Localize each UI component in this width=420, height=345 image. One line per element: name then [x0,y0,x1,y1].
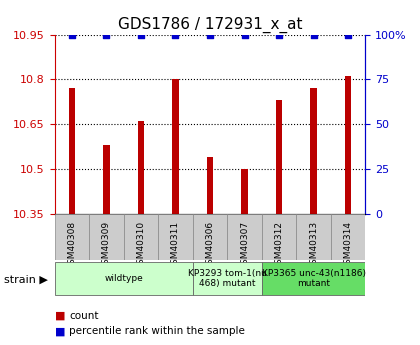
FancyBboxPatch shape [89,214,123,260]
Text: KP3293 tom-1(nu
468) mutant: KP3293 tom-1(nu 468) mutant [188,269,267,288]
Point [172,32,179,37]
Point [68,32,75,37]
Text: KP3365 unc-43(n1186)
mutant: KP3365 unc-43(n1186) mutant [262,269,365,288]
Text: count: count [69,311,99,321]
Bar [138,121,144,214]
Text: percentile rank within the sample: percentile rank within the sample [69,326,245,336]
Point [276,32,282,37]
Bar [241,169,248,214]
Text: GSM40311: GSM40311 [171,221,180,270]
Bar [276,100,282,214]
FancyBboxPatch shape [227,214,262,260]
Bar [172,79,178,214]
Point [345,32,352,37]
FancyBboxPatch shape [158,214,193,260]
Bar [69,88,75,214]
Text: GSM40307: GSM40307 [240,221,249,270]
Text: GSM40310: GSM40310 [136,221,145,270]
Text: strain ▶: strain ▶ [4,275,48,285]
Text: GSM40309: GSM40309 [102,221,111,270]
Point [310,32,317,37]
Point [138,32,144,37]
FancyBboxPatch shape [262,214,297,260]
Bar [103,145,110,214]
FancyBboxPatch shape [55,214,89,260]
Bar [310,88,317,214]
FancyBboxPatch shape [297,214,331,260]
Bar [207,157,213,214]
FancyBboxPatch shape [55,262,193,295]
Text: ■: ■ [55,311,65,321]
FancyBboxPatch shape [193,214,227,260]
Point [241,32,248,37]
Text: GSM40314: GSM40314 [344,221,353,270]
Point [103,32,110,37]
Title: GDS1786 / 172931_x_at: GDS1786 / 172931_x_at [118,17,302,33]
Text: wildtype: wildtype [104,274,143,283]
Text: ■: ■ [55,326,65,336]
FancyBboxPatch shape [193,262,262,295]
FancyBboxPatch shape [331,214,365,260]
Text: GSM40313: GSM40313 [309,221,318,270]
Text: GSM40306: GSM40306 [205,221,215,270]
Text: GSM40312: GSM40312 [275,221,284,270]
FancyBboxPatch shape [262,262,365,295]
Point [207,32,213,37]
FancyBboxPatch shape [123,214,158,260]
Bar [345,76,351,214]
Text: GSM40308: GSM40308 [67,221,76,270]
